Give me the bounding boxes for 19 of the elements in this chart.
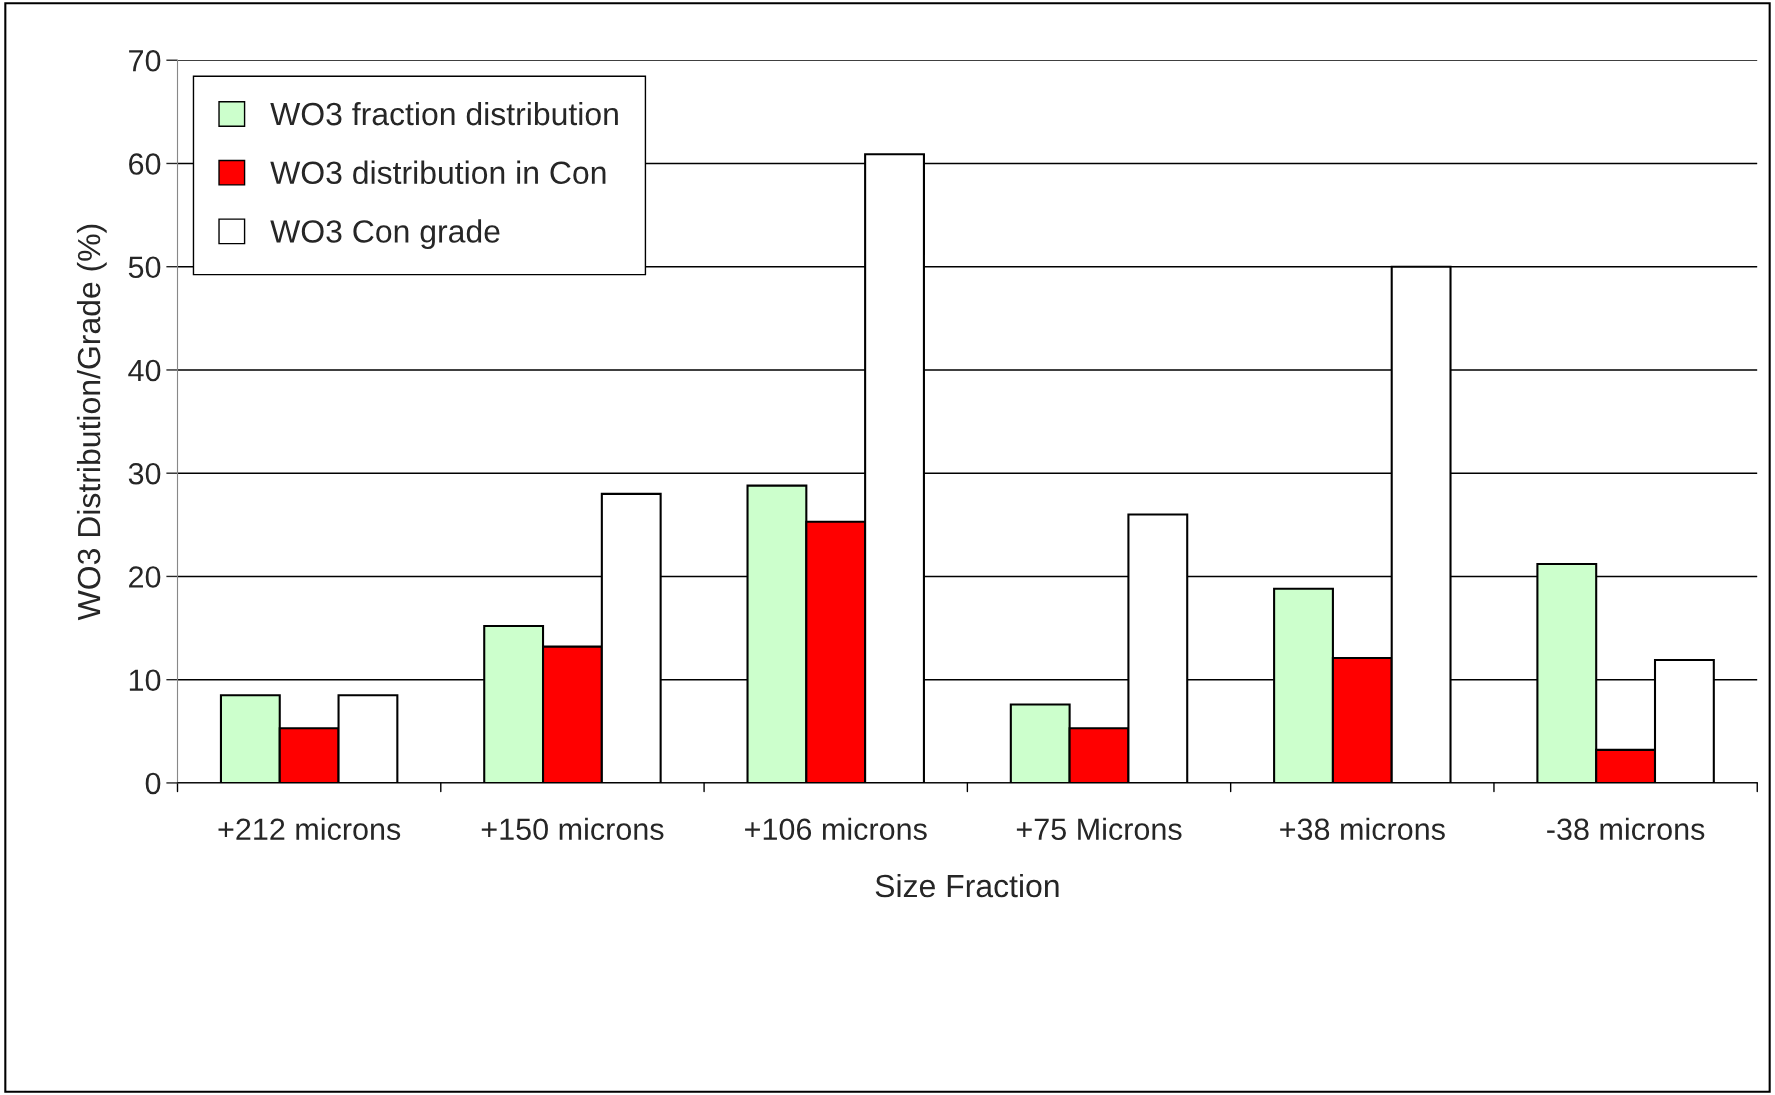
x-tick-label: +106 microns [745,817,927,841]
x-tick-label: +38 microns [1280,817,1445,841]
y-tick-label: 20 [129,566,161,588]
y-tick-label: 30 [128,462,161,485]
y-axis-title: WO3 Distribution/Grade (%) [76,224,107,621]
x-tick-label: +75 Microns [1016,817,1182,841]
y-tick-label: 40 [128,359,161,382]
x-tick-label: +150 microns [481,817,664,841]
y-tick-label: 70 [129,49,161,72]
legend-label: WO3 distribution in Con [270,160,606,185]
y-tick-label: 50 [128,256,161,279]
legend-label: WO3 fraction distribution [270,101,618,126]
y-tick-label: 60 [129,153,161,175]
x-axis-title: Size Fraction [875,873,1059,898]
legend-label: WO3 Con grade [270,219,500,250]
y-tick-label: 10 [129,669,161,692]
x-tick-label: -38 microns [1547,817,1705,841]
y-tick-label: 0 [145,772,161,795]
x-tick-label: +212 microns [218,817,401,841]
